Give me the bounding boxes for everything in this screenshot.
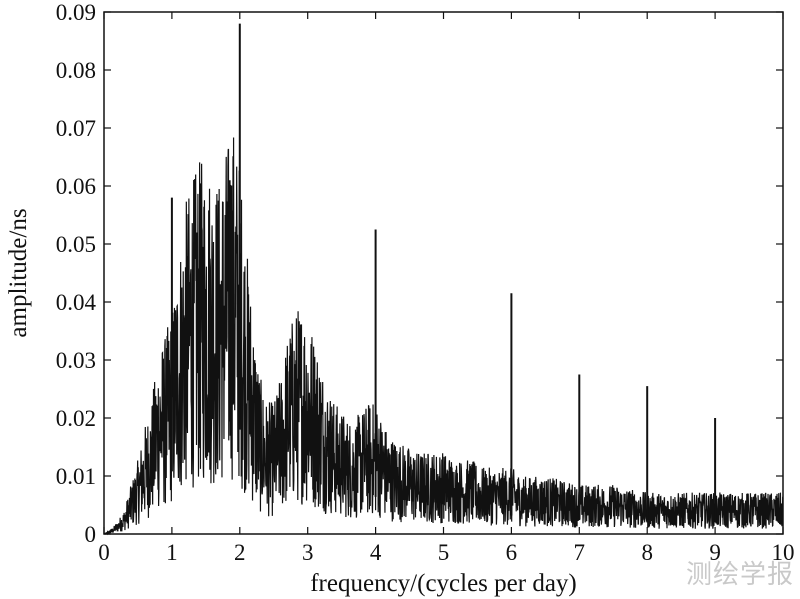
x-tick-label: 6 <box>506 540 518 565</box>
y-tick-label: 0.08 <box>56 58 96 83</box>
y-tick-label: 0 <box>85 522 97 547</box>
x-tick-label: 7 <box>574 540 586 565</box>
x-tick-label: 1 <box>166 540 178 565</box>
y-tick-label: 0.06 <box>56 174 96 199</box>
x-tick-label: 10 <box>772 540 795 565</box>
spectrum-series-line <box>103 137 784 536</box>
y-axis-title: amplitude/ns <box>5 208 32 337</box>
x-tick-label: 9 <box>709 540 721 565</box>
x-tick-label: 5 <box>438 540 450 565</box>
watermark-logo-text: 测绘学报 <box>685 560 794 590</box>
y-tick-label: 0.07 <box>56 116 96 141</box>
x-tick-label: 2 <box>234 540 246 565</box>
x-tick-label: 4 <box>370 540 382 565</box>
y-tick-label: 0.04 <box>56 290 97 315</box>
y-tick-label: 0.09 <box>56 0 96 25</box>
x-tick-label: 8 <box>641 540 653 565</box>
x-tick-label: 0 <box>98 540 110 565</box>
y-tick-label: 0.01 <box>56 464 96 489</box>
y-tick-label: 0.03 <box>56 348 96 373</box>
x-tick-label: 3 <box>302 540 314 565</box>
axis-ticks <box>103 11 784 535</box>
y-tick-label: 0.05 <box>56 232 96 257</box>
axis-tick-labels: 0 1 2 3 4 5 6 7 8 9 10 0 0.01 0.02 0.03 0.04 0.05 0.06 0.0… <box>56 0 795 565</box>
spectral-peaks <box>170 23 717 523</box>
x-axis-title: frequency/(cycles per day) <box>310 570 577 597</box>
y-tick-label: 0.02 <box>56 406 96 431</box>
